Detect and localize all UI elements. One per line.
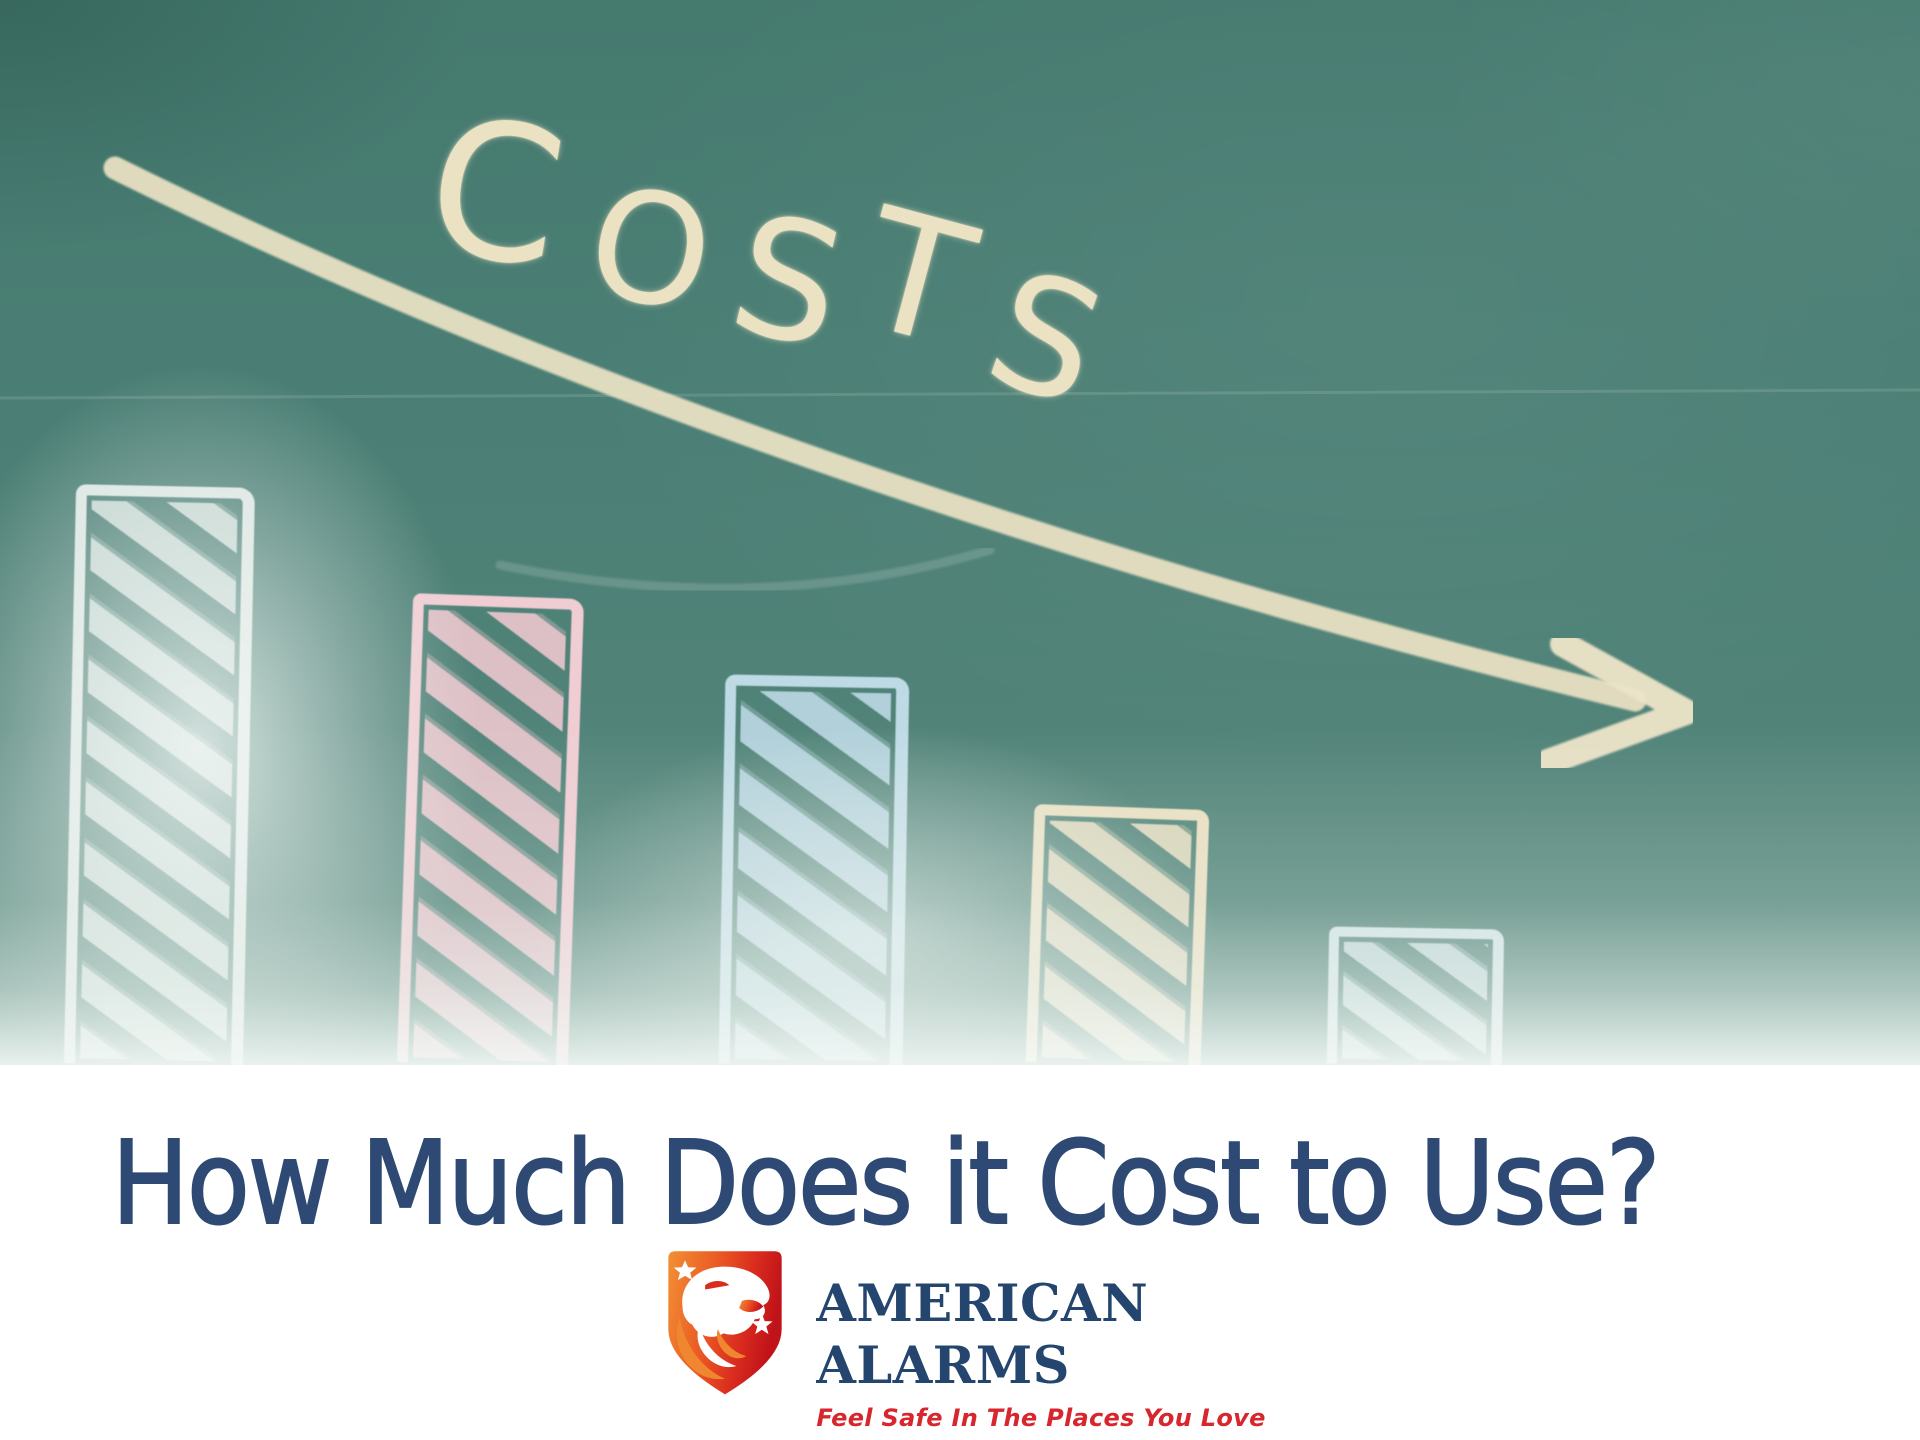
eagle-shield-icon — [668, 1251, 782, 1395]
brand-name-line1: AMERICAN — [816, 1274, 1149, 1334]
feather-swoosh — [676, 1317, 726, 1380]
american-alarms-logo: AMERICAN ALARMS Feel Safe In The Places … — [0, 1247, 1920, 1432]
feather-swoosh — [697, 1326, 737, 1368]
caption-band: How Much Does it Cost to Use? — [0, 1065, 1920, 1440]
eagle-head — [682, 1266, 770, 1337]
feather-swoosh — [717, 1329, 747, 1359]
eagle-beak-notch — [739, 1299, 764, 1313]
brand-name-line2: ALARMS — [816, 1336, 1070, 1397]
chalkboard-photo: C O S T S — [0, 0, 1920, 1065]
star-icon — [751, 1313, 773, 1335]
star-icon — [674, 1260, 697, 1281]
page-title: How Much Does it Cost to Use? — [111, 1116, 1662, 1252]
eagle-eye — [705, 1281, 730, 1290]
brand-tagline: Feel Safe In The Places You Love — [816, 1404, 1266, 1433]
logo-text-block: AMERICAN ALARMS Feel Safe In The Places … — [816, 1273, 1265, 1432]
chalk-letter: C — [413, 75, 578, 312]
costs-chalk-word: C O S T S — [414, 75, 1125, 443]
